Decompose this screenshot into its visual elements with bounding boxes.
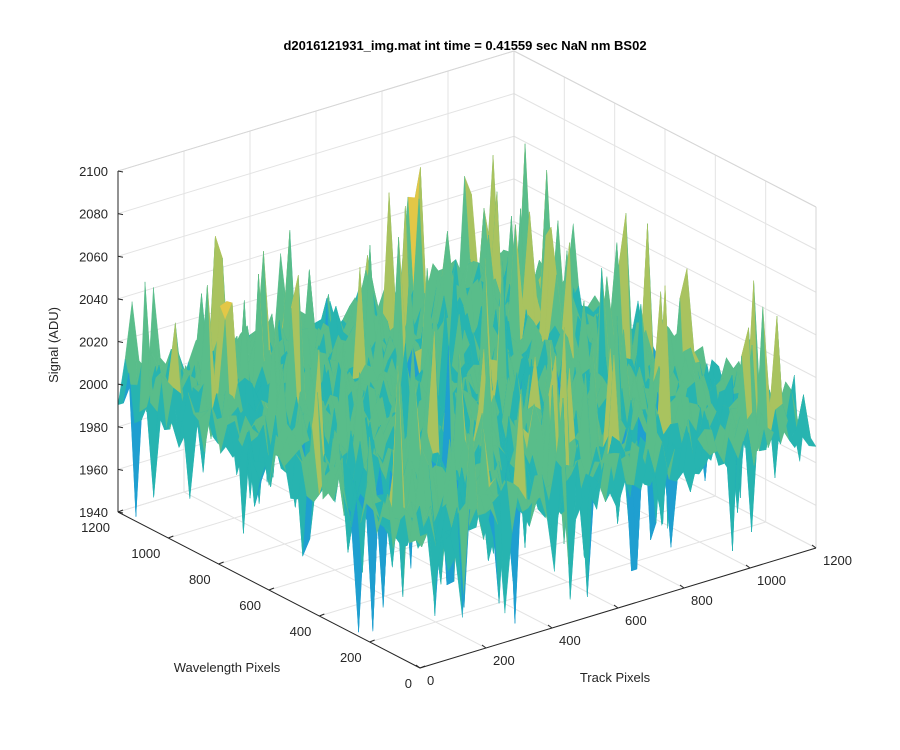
tick-labels: 0 200 400 600 800 1000 1200 0 200 400 600 800 1000 12… [79,164,852,691]
x-tick [547,624,553,629]
x-tick [811,544,817,549]
x-tick [613,604,619,609]
y-tick-label: 800 [189,572,211,587]
z-tick-label: 2020 [79,335,108,350]
z-tick [117,468,124,471]
z-tick-label: 1980 [79,420,108,435]
y-tick [168,535,174,539]
box-edge [117,50,515,172]
y-tick [218,561,224,565]
grid-line [513,135,817,293]
grid-line [117,135,515,257]
grid-line [513,178,817,336]
x-tick-label: 800 [691,593,713,608]
z-tick [117,341,124,343]
z-tick [117,383,124,386]
y-tick-label: 400 [290,624,312,639]
z-axis-label: Signal (ADU) [46,307,61,383]
x-tick [745,564,751,569]
chart-title: d2016121931_img.mat int time = 0.41559 s… [283,38,646,53]
z-tick-label: 1940 [79,505,108,520]
z-tick [117,170,124,173]
z-tick-label: 1960 [79,462,108,477]
x-tick-label: 600 [625,613,647,628]
y-tick-label: 0 [405,676,412,691]
grid-line [513,93,817,251]
grid-line [117,178,515,300]
z-tick [117,255,124,258]
y-tick [319,613,325,617]
z-tick [117,298,124,301]
grid-line [117,93,515,215]
x-tick-label: 1000 [757,573,786,588]
x-tick [481,644,487,649]
z-tick-label: 2000 [79,377,108,392]
surface-patch [769,316,783,411]
x-tick [679,584,685,589]
z-tick-label: 2040 [79,292,108,307]
y-tick-label: 1200 [81,520,110,535]
y-tick [419,665,426,669]
z-tick-label: 2060 [79,249,108,264]
x-tick-label: 1200 [823,553,852,568]
surface-patch [414,505,428,548]
y-axis-label: Wavelength Pixels [174,660,281,675]
y-tick-label: 200 [340,650,362,665]
surface-mesh [117,143,817,633]
y-tick [268,587,275,591]
z-tick [117,511,124,514]
z-tick-label: 2080 [79,207,108,222]
z-tick [117,213,124,216]
x-tick-label: 400 [559,633,581,648]
x-axis-label: Track Pixels [580,670,651,685]
y-tick-label: 1000 [131,546,160,561]
tick-marks [117,170,817,669]
z-tick [117,426,124,429]
box-edge [513,50,817,208]
x-tick [415,664,421,669]
y-tick-label: 600 [239,598,261,613]
y-tick [369,639,375,643]
z-tick-label: 2100 [79,164,108,179]
grid-line [369,521,766,643]
x-tick-label: 200 [493,653,515,668]
x-tick-label: 0 [427,673,434,688]
